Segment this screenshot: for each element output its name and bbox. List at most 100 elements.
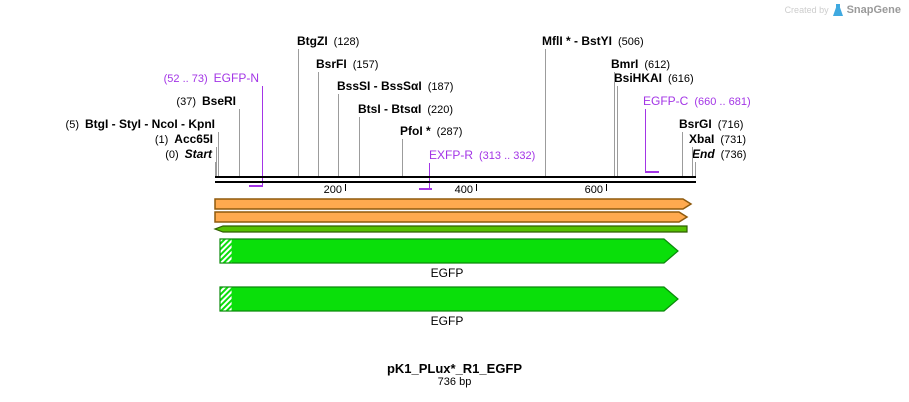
- sequence-line-top: [215, 176, 696, 178]
- map-title-block: pK1_PLux*_R1_EGFP 736 bp: [0, 361, 909, 388]
- orange-forward-arrow-1: [214, 198, 693, 210]
- site-label-end: End (736): [692, 147, 746, 162]
- egfp-feature-label-2: EGFP: [430, 314, 464, 328]
- site-name: BmrI: [611, 57, 639, 71]
- site-pos: (187): [427, 81, 454, 93]
- site-pos: (287): [436, 126, 463, 138]
- site-name: BtgZI: [297, 34, 328, 48]
- leader-line-bsihkai: [617, 86, 618, 176]
- site-pos: (506): [618, 36, 644, 48]
- site-pos: (612): [644, 59, 671, 71]
- feature-arrows: [213, 198, 693, 312]
- ruler-tick-400: [476, 184, 477, 191]
- watermark-created-by: Created by: [784, 5, 829, 15]
- site-name: BtgI - StyI - NcoI - KpnI: [85, 117, 215, 131]
- leader-line-bsrgi: [682, 132, 683, 176]
- primer-name: EXFP-R: [429, 148, 474, 162]
- site-pos: (37): [176, 96, 196, 108]
- primer-site-egfp-c: [645, 171, 659, 173]
- ruler-tick-200: [345, 184, 346, 191]
- site-pos: (731): [720, 134, 747, 146]
- snapgene-logo-icon: [832, 4, 843, 16]
- ruler-label-400: 400: [454, 184, 473, 196]
- site-name: XbaI: [689, 132, 715, 146]
- site-label-mfli: MflI * - BstYI (506): [542, 34, 644, 49]
- site-name: BssSI - BssSαI: [337, 79, 422, 93]
- site-pos: (128): [333, 36, 360, 48]
- egfp-arrow-1-truncation-hatch: [220, 239, 232, 263]
- leader-line-egfp-n: [262, 86, 263, 186]
- leader-line-bseri: [239, 109, 240, 176]
- leader-line-mfli: [545, 49, 546, 176]
- primer-name: EGFP-C: [643, 94, 689, 108]
- primer-label-egfp-n: (52 .. 73) EGFP-N: [0, 71, 259, 86]
- leader-line-xbai: [692, 147, 693, 176]
- primer-name: EGFP-N: [213, 71, 259, 85]
- leader-line-bsrfi: [318, 72, 319, 176]
- ruler-tick-600: [606, 184, 607, 191]
- sequence-line-bottom: [215, 181, 696, 183]
- primer-range: (660 .. 681): [694, 96, 751, 108]
- leader-line-start: [215, 162, 216, 176]
- site-name: BsrFI: [316, 57, 347, 71]
- site-name: BseRI: [201, 94, 236, 108]
- site-label-bseri: (37) BseRI: [0, 94, 236, 109]
- ruler-label-600: 600: [584, 184, 603, 196]
- primer-site-exfp-r: [419, 188, 432, 190]
- site-name: PfoI *: [400, 124, 431, 138]
- leader-line-btsi: [359, 117, 360, 176]
- green-reverse-arrow: [213, 225, 688, 233]
- site-name: BtsI - BtsαI: [358, 102, 422, 116]
- site-label-btgzi: BtgZI (128): [297, 34, 359, 49]
- site-label-bsihkai: BsiHKAI (616): [614, 71, 694, 86]
- map-title: pK1_PLux*_R1_EGFP: [386, 361, 523, 376]
- site-name: BsiHKAI: [614, 71, 663, 85]
- end-marker-pos: (736): [720, 149, 747, 161]
- start-marker-name: Start: [184, 147, 212, 161]
- leader-line-egfp-c: [645, 109, 646, 173]
- leader-line-bsssi: [338, 94, 339, 176]
- egfp-feature-arrow-1: [219, 238, 679, 264]
- site-label-pfoi: PfoI * (287): [400, 124, 462, 139]
- map-length: 736 bp: [437, 376, 472, 388]
- snapgene-watermark: Created by SnapGene: [785, 4, 901, 16]
- egfp-arrow-2-truncation-hatch: [220, 287, 232, 311]
- site-name: Acc65I: [174, 132, 213, 146]
- leader-line-btgzi: [298, 49, 299, 176]
- watermark-brand: SnapGene: [846, 4, 901, 16]
- start-marker-pos: (0): [165, 149, 179, 161]
- site-label-btsi: BtsI - BtsαI (220): [358, 102, 453, 117]
- site-pos: (5): [65, 119, 79, 131]
- ruler-label-200: 200: [323, 184, 342, 196]
- site-name: MflI * - BstYI: [542, 34, 613, 48]
- site-label-btgi-styi-ncoi-kpni: (5) BtgI - StyI - NcoI - KpnI: [0, 117, 215, 132]
- primer-label-exfp-r: EXFP-R (313 .. 332): [429, 148, 535, 163]
- site-name: BsrGI: [679, 117, 712, 131]
- site-label-bsrgi: BsrGI (716): [679, 117, 743, 132]
- site-label-bmri: BmrI (612): [611, 57, 670, 72]
- site-pos: (220): [427, 104, 454, 116]
- egfp-feature-label-1: EGFP: [430, 266, 464, 280]
- site-pos: (616): [668, 73, 694, 85]
- primer-label-egfp-c: EGFP-C (660 .. 681): [643, 94, 751, 109]
- primer-site-egfp-n: [249, 185, 263, 187]
- site-label-bsssi: BssSI - BssSαI (187): [337, 79, 453, 94]
- site-pos: (716): [717, 119, 744, 131]
- end-marker-name: End: [692, 147, 715, 161]
- site-pos: (1): [154, 134, 169, 146]
- egfp-feature-arrow-2: [219, 286, 679, 312]
- leader-line-bmri: [614, 72, 615, 176]
- primer-range: (52 .. 73): [163, 73, 208, 85]
- primer-range: (313 .. 332): [479, 150, 536, 162]
- site-label-start: (0) Start: [0, 147, 212, 162]
- site-label-acc65i: (1) Acc65I: [0, 132, 213, 147]
- orange-forward-arrow-2: [214, 211, 689, 223]
- site-pos: (157): [352, 59, 379, 71]
- leader-line-pfoi: [402, 139, 403, 176]
- site-label-bsrfi: BsrFI (157): [316, 57, 378, 72]
- leader-line-btgi-group: [218, 132, 219, 176]
- site-label-xbai: XbaI (731): [689, 132, 746, 147]
- leader-line-end: [695, 162, 696, 176]
- leader-line-acc65i: [216, 147, 217, 176]
